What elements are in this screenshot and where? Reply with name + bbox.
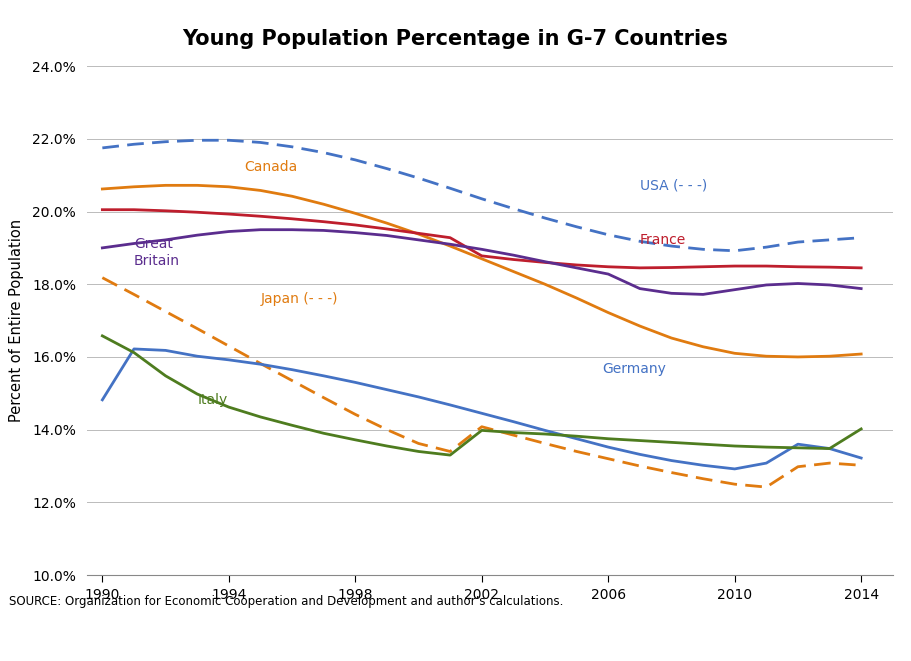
Text: Canada: Canada <box>245 160 298 174</box>
Text: Japan (- - -): Japan (- - -) <box>261 292 338 306</box>
Text: SOURCE: Organization for Economic Cooperation and Development and author’s calcu: SOURCE: Organization for Economic Cooper… <box>9 595 564 608</box>
Text: Young Population Percentage in G-7 Countries: Young Population Percentage in G-7 Count… <box>182 29 729 49</box>
Y-axis label: Percent of Entire Population: Percent of Entire Population <box>9 219 24 422</box>
Text: Federal Reserve Bank: Federal Reserve Bank <box>11 629 186 643</box>
Text: USA (- - -): USA (- - -) <box>640 178 707 192</box>
Text: St. Louis: St. Louis <box>270 629 338 643</box>
Text: of: of <box>239 629 253 643</box>
Text: Great
Britain: Great Britain <box>134 237 180 268</box>
Text: France: France <box>640 233 686 247</box>
Text: Germany: Germany <box>602 362 666 375</box>
Text: Italy: Italy <box>197 393 228 407</box>
Text: F: F <box>11 629 22 643</box>
